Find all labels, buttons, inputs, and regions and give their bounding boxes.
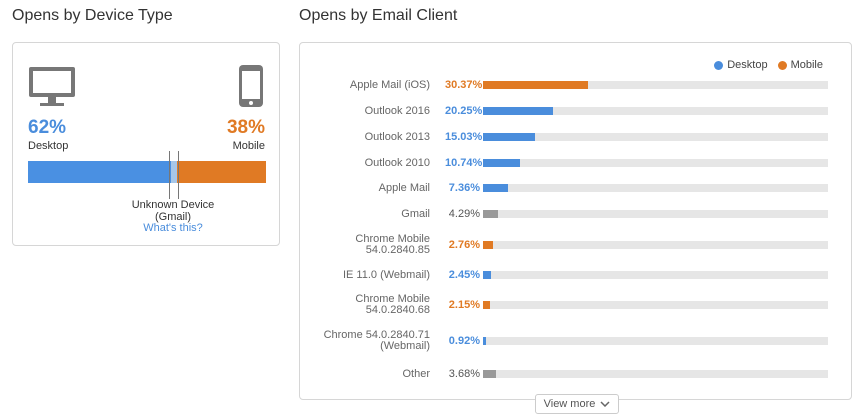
bar-track	[483, 370, 828, 378]
view-more-label: View more	[543, 398, 596, 410]
client-value-label: 10.74%	[445, 157, 483, 169]
client-name-label: Outlook 2016	[364, 104, 430, 117]
device-type-card: 62% 38% Desktop Mobile Unknown Device (G…	[12, 42, 280, 246]
mobile-label: Mobile	[232, 140, 265, 152]
chart-legend: Desktop Mobile	[714, 59, 823, 71]
legend-dot-mobile	[777, 60, 787, 70]
legend-label: Desktop	[727, 59, 768, 71]
bar-track	[483, 337, 828, 345]
bar-track	[483, 159, 828, 167]
bar-fill	[483, 107, 553, 115]
client-value-label: 4.29%	[448, 208, 480, 220]
client-name-label: Outlook 2010	[364, 156, 430, 169]
bar-fill	[483, 184, 509, 192]
client-name-label: Chrome 54.0.2840.71 (Webmail)	[323, 329, 430, 352]
bar-fill	[483, 81, 588, 89]
client-name-label: Chrome Mobile 54.0.2840.68	[355, 293, 430, 316]
unknown-segment	[170, 161, 177, 183]
client-row: Outlook 2010 10.74%	[300, 150, 853, 176]
client-row: IE 11.0 (Webmail) 2.45%	[300, 262, 853, 288]
desktop-label: Desktop	[28, 140, 69, 152]
client-section-title: Opens by Email Client	[299, 7, 458, 24]
client-row: Chrome 54.0.2840.71 (Webmail) 0.92%	[300, 328, 853, 354]
client-value-label: 3.68%	[448, 368, 480, 380]
client-row: Chrome Mobile 54.0.2840.85 2.76%	[300, 232, 853, 258]
client-row: Apple Mail (iOS) 30.37%	[300, 72, 853, 98]
client-row: Outlook 2016 20.25%	[300, 98, 853, 124]
client-name-label: Other	[402, 367, 430, 380]
bar-track	[483, 107, 828, 115]
client-name-label: IE 11.0 (Webmail)	[342, 268, 430, 281]
client-row: Gmail 4.29%	[300, 201, 853, 227]
legend-dot-desktop	[714, 60, 724, 70]
client-value-label: 0.92%	[448, 335, 480, 347]
client-value-label: 7.36%	[448, 182, 480, 194]
device-split-bar	[28, 161, 266, 183]
client-name-label: Apple Mail	[378, 181, 430, 194]
email-client-card: Desktop Mobile Apple Mail (iOS) 30.37% Outl…	[299, 42, 852, 400]
legend-item-desktop: Desktop	[714, 59, 768, 71]
mobile-percentage: 38%	[226, 117, 265, 138]
desktop-monitor-icon	[29, 67, 75, 106]
client-value-label: 2.15%	[448, 299, 480, 311]
mobile-phone-icon	[239, 65, 263, 107]
client-row: Outlook 2013 15.03%	[300, 124, 853, 150]
unknown-marker-left	[169, 151, 170, 199]
bar-fill	[483, 159, 521, 167]
bar-fill	[483, 210, 498, 218]
bar-track	[483, 271, 828, 279]
bar-track	[483, 81, 828, 89]
client-name-label: Gmail	[401, 207, 430, 220]
whats-this-link[interactable]: What's this?	[143, 222, 203, 234]
chevron-down-icon	[600, 401, 610, 407]
legend-item-mobile: Mobile	[777, 59, 823, 71]
client-value-label: 20.25%	[445, 105, 483, 117]
bar-track	[483, 301, 828, 309]
client-row: Other 3.68%	[300, 361, 853, 387]
client-value-label: 15.03%	[445, 131, 483, 143]
client-value-label: 2.45%	[448, 269, 480, 281]
client-row: Chrome Mobile 54.0.2840.68 2.15%	[300, 292, 853, 318]
bar-fill	[483, 133, 535, 141]
bar-track	[483, 133, 828, 141]
client-name-label: Outlook 2013	[364, 130, 430, 143]
client-name-label: Apple Mail (iOS)	[349, 78, 430, 91]
mobile-segment	[176, 161, 266, 183]
client-row: Apple Mail 7.36%	[300, 175, 853, 201]
bar-fill	[483, 241, 493, 249]
desktop-segment	[28, 161, 171, 183]
client-name-label: Chrome Mobile 54.0.2840.85	[355, 233, 430, 256]
legend-label: Mobile	[790, 59, 823, 71]
view-more-button[interactable]: View more	[535, 394, 619, 414]
bar-fill	[483, 370, 496, 378]
desktop-percentage: 62%	[28, 117, 67, 138]
device-section-title: Opens by Device Type	[12, 7, 173, 24]
bar-fill	[483, 301, 491, 309]
bar-fill	[483, 337, 487, 345]
bar-track	[483, 184, 828, 192]
unknown-marker-right	[178, 151, 179, 199]
bar-track	[483, 241, 828, 249]
unknown-device-label: Unknown Device (Gmail)	[131, 199, 215, 223]
bar-track	[483, 210, 828, 218]
client-value-label: 30.37%	[445, 79, 483, 91]
bar-fill	[483, 271, 492, 279]
client-value-label: 2.76%	[448, 239, 480, 251]
